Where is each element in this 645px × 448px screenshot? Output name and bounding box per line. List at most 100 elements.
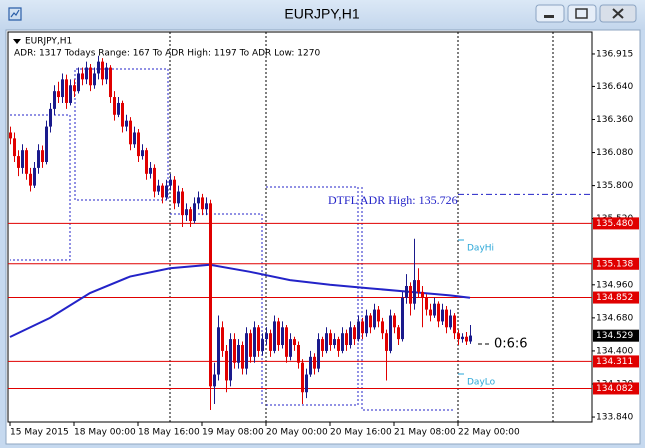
candle-body (173, 179, 176, 204)
candle-body (193, 203, 196, 222)
candle-body (289, 339, 292, 357)
candle-body (133, 132, 136, 145)
candle-body (117, 102, 120, 115)
candle-body (49, 108, 52, 127)
candle-body (53, 91, 56, 109)
minimize-button[interactable] (535, 4, 565, 23)
plot: 136.915136.640136.360136.080135.800135.5… (8, 49, 639, 438)
candle-body (241, 345, 244, 369)
candle-body (97, 61, 100, 74)
candle-body (349, 327, 352, 346)
candle-body (105, 67, 108, 80)
candle-body (361, 321, 364, 334)
candle-body (37, 150, 40, 168)
candle-body (245, 333, 248, 369)
y-tick-label: 136.640 (596, 82, 633, 92)
symbol-label: EURJPY,H1 (25, 37, 72, 47)
candle-body (153, 167, 156, 192)
candle-body (189, 209, 192, 222)
candle-body (21, 150, 24, 168)
candle-body (401, 297, 404, 340)
candle-body (249, 333, 252, 357)
candle-body (429, 309, 432, 316)
candle-body (309, 356, 312, 375)
candle-body (441, 309, 444, 322)
candle-body (145, 150, 148, 174)
candle-body (141, 150, 144, 157)
candle-body (205, 203, 208, 210)
y-tick-label: 136.915 (596, 49, 633, 59)
candle-body (157, 185, 160, 192)
close-button[interactable] (599, 4, 637, 23)
x-tick-label: 18 May 16:00 (138, 428, 200, 438)
candle-body (149, 167, 152, 174)
current-price-label: 134.529 (596, 331, 633, 341)
candle-body (433, 303, 436, 316)
level-label: 135.138 (596, 259, 633, 269)
candle-body (29, 173, 32, 186)
candle-body (221, 327, 224, 351)
candle-body (425, 297, 428, 310)
candle-body (169, 179, 172, 186)
candle-body (265, 333, 268, 340)
daylo-label: DayLo (467, 378, 496, 388)
candle-body (137, 132, 140, 157)
x-tick-label: 21 May 08:00 (394, 428, 456, 438)
current-price-tag (593, 329, 639, 342)
candle-body (161, 185, 164, 198)
candle-body (237, 345, 240, 363)
candle-body (413, 280, 416, 304)
candle-body (101, 61, 104, 80)
candle-body (325, 333, 328, 351)
plot-frame (7, 31, 593, 423)
candle-body (273, 321, 276, 351)
candle-body (357, 321, 360, 340)
level-label: 135.480 (596, 219, 633, 229)
chart-area (5, 29, 641, 445)
candle-body (373, 309, 376, 328)
candle-body (217, 327, 220, 375)
candle-body (125, 120, 128, 127)
candle-body (89, 67, 92, 86)
candle-body (321, 339, 324, 351)
candle-body (165, 185, 168, 198)
restore-button[interactable] (567, 4, 597, 23)
candle-body (365, 315, 368, 334)
adr-info: ADR: 1317 Todays Range: 167 To ADR High:… (14, 49, 320, 59)
candle-body (385, 333, 388, 351)
candle-body (409, 285, 412, 304)
symbol-marker (13, 39, 21, 44)
level-tag (593, 217, 639, 230)
candle-body (341, 333, 344, 351)
candle-body (453, 315, 456, 334)
candle-body (381, 321, 384, 334)
window-icon (8, 7, 22, 21)
candle-body (397, 327, 400, 340)
y-tick-label: 134.960 (596, 280, 633, 290)
candle-body (281, 327, 284, 346)
candle-body (225, 350, 228, 381)
x-tick-label: 15 May 2015 (10, 428, 69, 438)
candle-body (121, 102, 124, 127)
candle-body (13, 138, 16, 157)
candle-body (449, 315, 452, 328)
candle-body (297, 345, 300, 363)
candle-body (421, 291, 424, 298)
candle-body (233, 339, 236, 363)
daily-range-boxes (10, 68, 455, 411)
x-tick-label: 20 May 16:00 (330, 428, 392, 438)
x-tick-label: 22 May 00:00 (458, 428, 520, 438)
y-tick-label: 133.840 (596, 413, 633, 423)
candle-body (253, 327, 256, 357)
candle-body (465, 336, 468, 342)
candle-body (337, 339, 340, 351)
candle-body (461, 336, 464, 340)
candle-body (305, 374, 308, 393)
candle-body (333, 339, 336, 346)
candle-body (317, 339, 320, 369)
candle-body (197, 197, 200, 204)
candle-body (81, 73, 84, 80)
candle-body (181, 191, 184, 216)
candle-body (269, 333, 272, 351)
